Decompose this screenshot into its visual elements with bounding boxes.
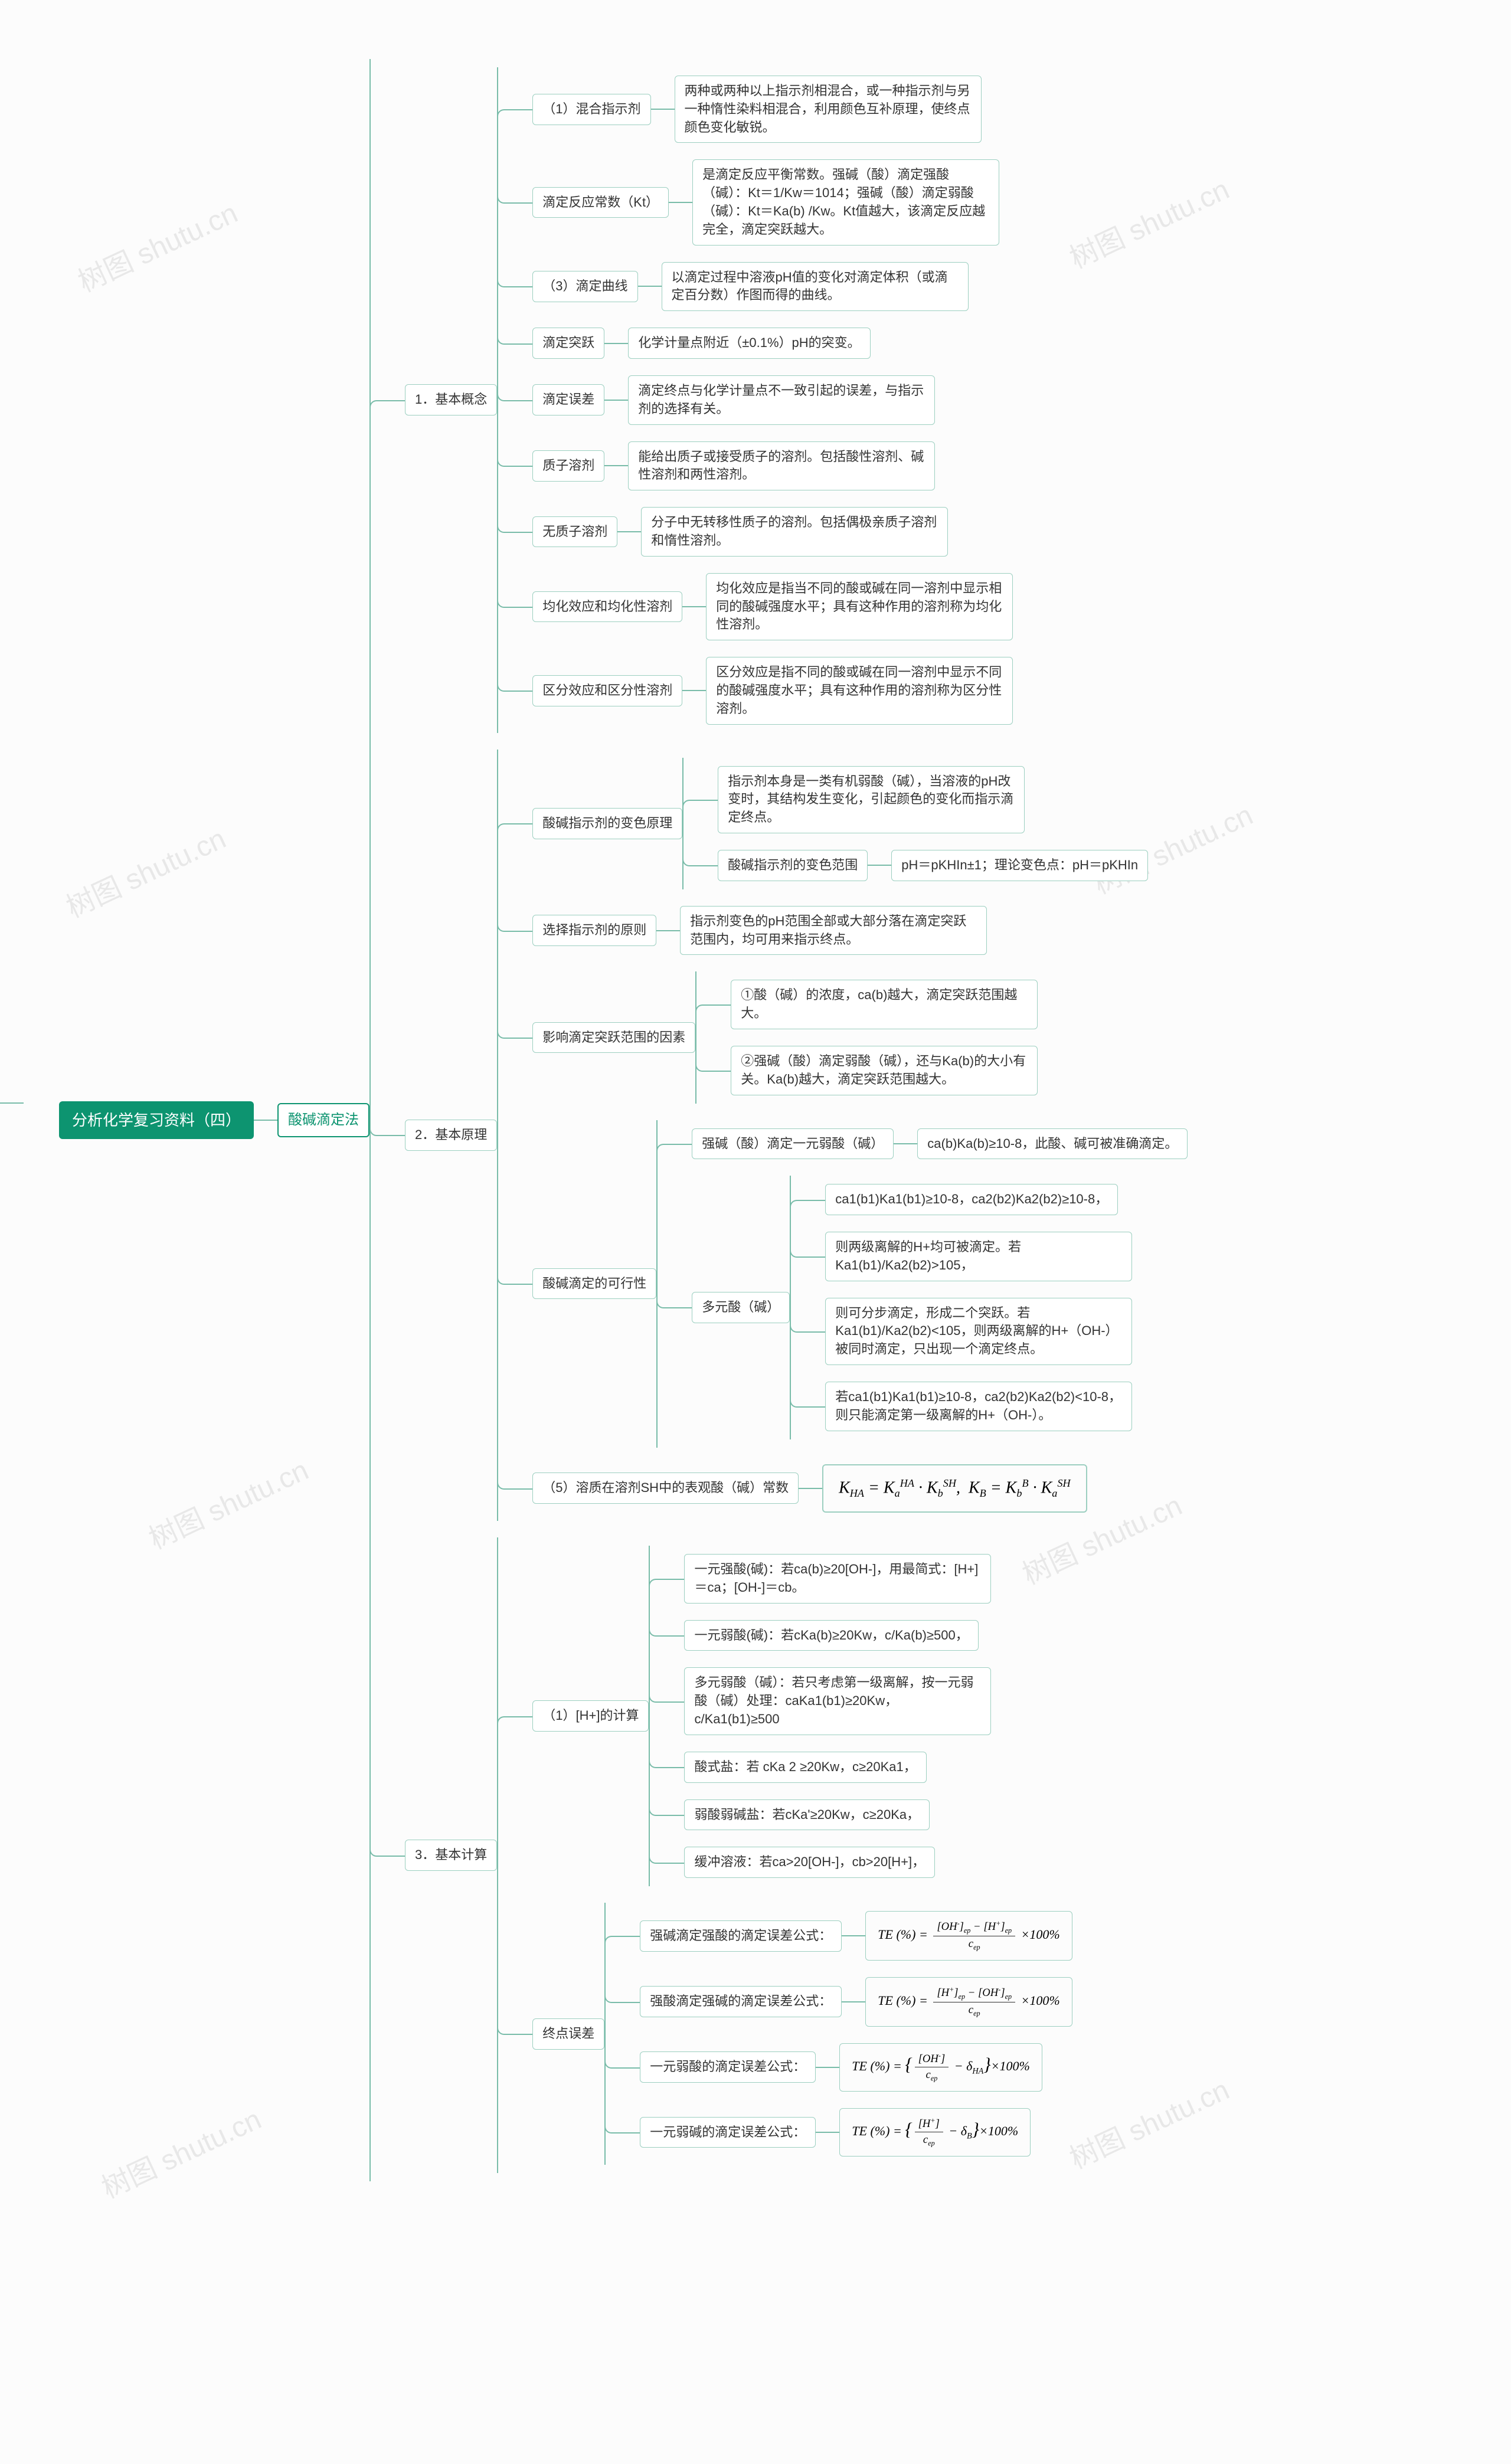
s3b-item-formula: TE (%) = {[OH-]cep − δHA}×100% xyxy=(839,2043,1042,2092)
s2a-v2k: 酸碱指示剂的变色范围 xyxy=(718,850,868,881)
s3b-item-key: 一元弱碱的滴定误差公式： xyxy=(640,2117,816,2148)
s2e-formula: KHA = KaHA · KbSH, KB = KbB · KaSH xyxy=(822,1464,1087,1513)
s2d2-k: 多元酸（碱） xyxy=(692,1292,790,1323)
s1-item-val: 分子中无转移性质子的溶剂。包括偶极亲质子溶剂和惰性溶剂。 xyxy=(641,507,948,557)
s1-item-key: 滴定突跃 xyxy=(532,328,604,359)
section1-title: 1．基本概念 xyxy=(405,384,497,415)
s3b-key: 终点误差 xyxy=(532,2018,604,2050)
s1-item-key: 滴定反应常数（Kt） xyxy=(532,187,669,218)
s3a-item: 酸式盐：若 cKa 2 ≥20Kw，c≥20Ka1， xyxy=(684,1752,926,1783)
s2a-v2v: pH＝pKHIn±1；理论变色点：pH＝pKHIn xyxy=(891,850,1148,881)
s2d1-k: 强碱（酸）滴定一元弱酸（碱） xyxy=(692,1128,894,1160)
s3b-item-key: 强酸滴定强碱的滴定误差公式： xyxy=(640,1986,842,2017)
s2c-key: 影响滴定突跃范围的因素 xyxy=(532,1022,695,1053)
s2e-key: （5）溶质在溶剂SH中的表观酸（碱）常数 xyxy=(532,1472,799,1504)
s3b-item-formula: TE (%) = [OH-]ep − [H+]epcep ×100% xyxy=(865,1911,1072,1961)
s2d2-children: ca1(b1)Ka1(b1)≥10-8，ca2(b2)Ka2(b2)≥10-8，… xyxy=(790,1176,1132,1439)
s3a-item: 一元强酸(碱)：若ca(b)≥20[OH-]，用最简式：[H+]＝ca；[OH-… xyxy=(684,1554,991,1604)
s1-item-key: 区分效应和区分性溶剂 xyxy=(532,675,682,706)
s2d2-item: ca1(b1)Ka1(b1)≥10-8，ca2(b2)Ka2(b2)≥10-8， xyxy=(825,1184,1118,1215)
s1-item-val: 两种或两种以上指示剂相混合，或一种指示剂与另一种惰性染料相混合，利用颜色互补原理… xyxy=(675,76,982,143)
s2c-v2: ②强碱（酸）滴定弱酸（碱），还与Ka(b)的大小有关。Ka(b)越大，滴定突跃范… xyxy=(731,1046,1038,1095)
s1-item-val: 区分效应是指不同的酸或碱在同一溶剂中显示不同的酸碱强度水平；具有这种作用的溶剂称… xyxy=(706,657,1013,724)
s3a-children: 一元强酸(碱)：若ca(b)≥20[OH-]，用最简式：[H+]＝ca；[OH-… xyxy=(649,1546,991,1886)
s1-item-key: 均化效应和均化性溶剂 xyxy=(532,591,682,623)
mindmap-root-container: 分析化学复习资料（四） 酸碱滴定法 1．基本概念 （1）混合指示剂两种或两种以上… xyxy=(24,24,1487,2181)
s3b-children: 强碱滴定强酸的滴定误差公式： TE (%) = [OH-]ep − [H+]epc… xyxy=(604,1903,1072,2165)
s1-item-val: 能给出质子或接受质子的溶剂。包括酸性溶剂、碱性溶剂和两性溶剂。 xyxy=(628,441,935,491)
s3b-item-formula: TE (%) = [H+]ep − [OH-]epcep ×100% xyxy=(865,1977,1072,2027)
s1-item-val: 滴定终点与化学计量点不一致引起的误差，与指示剂的选择有关。 xyxy=(628,375,935,425)
s1-item-val: 化学计量点附近（±0.1%）pH的突变。 xyxy=(628,328,870,359)
section3-title: 3．基本计算 xyxy=(405,1840,497,1871)
s2d2-item: 若ca1(b1)Ka1(b1)≥10-8，ca2(b2)Ka2(b2)<10-8… xyxy=(825,1382,1132,1431)
s3b-item-formula: TE (%) = {[H+]cep − δB}×100% xyxy=(839,2108,1031,2157)
s3a-item: 弱酸弱碱盐：若cKa'≥20Kw，c≥20Ka， xyxy=(684,1799,930,1831)
root-node: 分析化学复习资料（四） xyxy=(59,1101,254,1139)
s2d-key: 酸碱滴定的可行性 xyxy=(532,1268,656,1300)
s2a-key: 酸碱指示剂的变色原理 xyxy=(532,808,682,839)
s1-item-val: 均化效应是指当不同的酸或碱在同一溶剂中显示相同的酸碱强度水平；具有这种作用的溶剂… xyxy=(706,573,1013,640)
s1-item-key: （1）混合指示剂 xyxy=(532,94,650,125)
s3b-item-key: 强碱滴定强酸的滴定误差公式： xyxy=(640,1920,842,1952)
s2d2-item: 则两级离解的H+均可被滴定。若Ka1(b1)/Ka2(b2)>105， xyxy=(825,1232,1132,1281)
s2b-key: 选择指示剂的原则 xyxy=(532,915,656,946)
s3a-item: 缓冲溶液：若ca>20[OH-]，cb>20[H+]， xyxy=(684,1847,935,1878)
s3a-item: 一元弱酸(碱)：若cKa(b)≥20Kw，c/Ka(b)≥500， xyxy=(684,1620,978,1651)
section1-children: （1）混合指示剂两种或两种以上指示剂相混合，或一种指示剂与另一种惰性染料相混合，… xyxy=(497,67,1013,733)
s3b-item-key: 一元弱酸的滴定误差公式： xyxy=(640,2051,816,2083)
s2d1-v: ca(b)Ka(b)≥10-8，此酸、碱可被准确滴定。 xyxy=(917,1128,1188,1160)
s1-item-val: 以滴定过程中溶液pH值的变化对滴定体积（或滴定百分数）作图而得的曲线。 xyxy=(662,262,969,312)
level1-children: 1．基本概念 （1）混合指示剂两种或两种以上指示剂相混合，或一种指示剂与另一种惰… xyxy=(369,59,1188,2181)
s1-item-val: 是滴定反应平衡常数。强碱（酸）滴定强酸（碱）：Kt＝1/Kw＝1014；强碱（酸… xyxy=(692,159,999,245)
section3-children: （1）[H+]的计算 一元强酸(碱)：若ca(b)≥20[OH-]，用最简式：[… xyxy=(497,1537,1072,2173)
s3a-key: （1）[H+]的计算 xyxy=(532,1700,649,1732)
s1-item-key: 质子溶剂 xyxy=(532,450,604,482)
section2-title: 2．基本原理 xyxy=(405,1120,497,1151)
s1-item-key: （3）滴定曲线 xyxy=(532,271,637,302)
s2d2-item: 则可分步滴定，形成二个突跃。若Ka1(b1)/Ka2(b2)<105，则两级离解… xyxy=(825,1298,1132,1365)
s2c-v1: ①酸（碱）的浓度，ca(b)越大，滴定突跃范围越大。 xyxy=(731,980,1038,1029)
s1-item-key: 无质子溶剂 xyxy=(532,516,617,548)
s2b-v: 指示剂变色的pH范围全部或大部分落在滴定突跃范围内，均可用来指示终点。 xyxy=(680,906,987,956)
s2a-v1: 指示剂本身是一类有机弱酸（碱），当溶液的pH改变时，其结构发生变化，引起颜色的变… xyxy=(718,766,1025,833)
level1-node: 酸碱滴定法 xyxy=(277,1103,369,1137)
s3a-item: 多元弱酸（碱）：若只考虑第一级离解，按一元弱酸（碱）处理：caKa1(b1)≥2… xyxy=(684,1667,991,1735)
section2-children: 酸碱指示剂的变色原理 指示剂本身是一类有机弱酸（碱），当溶液的pH改变时，其结构… xyxy=(497,750,1188,1521)
s1-item-key: 滴定误差 xyxy=(532,384,604,415)
